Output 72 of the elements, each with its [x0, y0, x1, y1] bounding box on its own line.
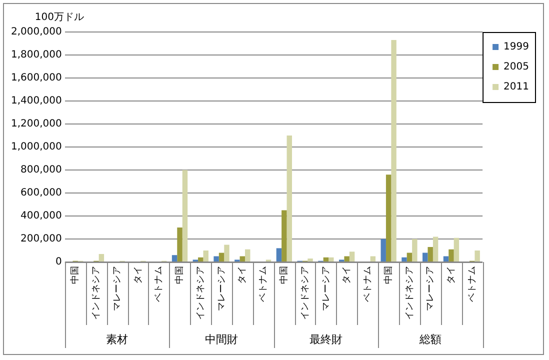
x-tick-label: マレーシア [112, 266, 122, 311]
bar [182, 170, 188, 262]
y-tick-label: 2,000,000 [10, 26, 62, 38]
x-tick-label: ベトナム [363, 266, 374, 302]
y-tick-label: 1,200,000 [10, 118, 62, 130]
bar [344, 256, 350, 262]
x-tick-label: 中国 [382, 266, 394, 284]
x-tick-label: インドネシア [300, 266, 310, 320]
legend-label: 2005 [504, 62, 530, 73]
x-tick-label: 中国 [174, 266, 186, 284]
x-tick-label: ベトナム [467, 266, 478, 302]
x-tick-label: タイ [133, 266, 144, 284]
bar [240, 256, 246, 262]
x-tick-label: タイ [238, 266, 248, 284]
x-tick-label: タイ [342, 266, 352, 284]
bar [323, 257, 329, 262]
bar [177, 228, 182, 262]
bar [214, 256, 219, 262]
bar [245, 249, 250, 262]
x-tick-label: ベトナム [154, 266, 164, 302]
legend-label: 2011 [504, 82, 530, 93]
x-tick-label: インドネシア [92, 266, 102, 320]
bar [172, 255, 178, 262]
x-tick-label: マレーシア [321, 266, 332, 311]
bar [448, 249, 454, 262]
bar [328, 257, 334, 262]
bar [380, 239, 386, 262]
y-tick-label: 600,000 [20, 188, 62, 199]
bar [370, 256, 376, 262]
x-tick-label: タイ [446, 266, 457, 284]
y-tick-label: 1,000,000 [10, 142, 62, 153]
bar [286, 136, 292, 262]
bar [198, 257, 204, 262]
bar [349, 252, 355, 262]
x-tick-label: マレーシア [216, 266, 227, 311]
text: 素材 [106, 332, 128, 346]
bar [428, 247, 433, 262]
y-tick-label: 800,000 [20, 164, 62, 176]
bar [454, 238, 460, 262]
bar [406, 252, 412, 262]
bar [98, 254, 104, 262]
x-tick-label: インドネシア [404, 266, 415, 320]
legend-label: 1999 [504, 42, 530, 53]
y-tick-label: 1,800,000 [10, 50, 62, 61]
x-tick-label: マレーシア [426, 266, 436, 311]
y-axis-title: 100万ドル [34, 12, 84, 23]
y-tick-label: 1,400,000 [10, 96, 62, 107]
bar [224, 244, 230, 262]
bar [308, 258, 313, 262]
x-tick-label: ベトナム [258, 266, 269, 302]
bar [412, 239, 418, 262]
bar [386, 174, 392, 262]
x-tick-label: 中国 [278, 266, 290, 284]
bar [432, 236, 438, 262]
y-tick-label: 200,000 [20, 234, 62, 245]
bar [282, 210, 287, 262]
text: 中間財 [205, 332, 238, 346]
x-tick-label: 中国 [70, 266, 81, 284]
y-tick-label: 400,000 [20, 210, 62, 222]
bar [443, 256, 449, 262]
y-tick-label: 0 [56, 256, 62, 268]
bar [276, 248, 282, 262]
bar [203, 250, 208, 262]
y-tick-label: 1,600,000 [10, 72, 62, 84]
text: 総額 [418, 332, 442, 346]
text: 最終財 [309, 332, 342, 346]
bar [402, 257, 407, 262]
x-tick-label: インドネシア [196, 266, 206, 320]
bar [218, 252, 224, 262]
bar [391, 40, 396, 262]
bar [474, 250, 480, 262]
bar [422, 252, 428, 262]
